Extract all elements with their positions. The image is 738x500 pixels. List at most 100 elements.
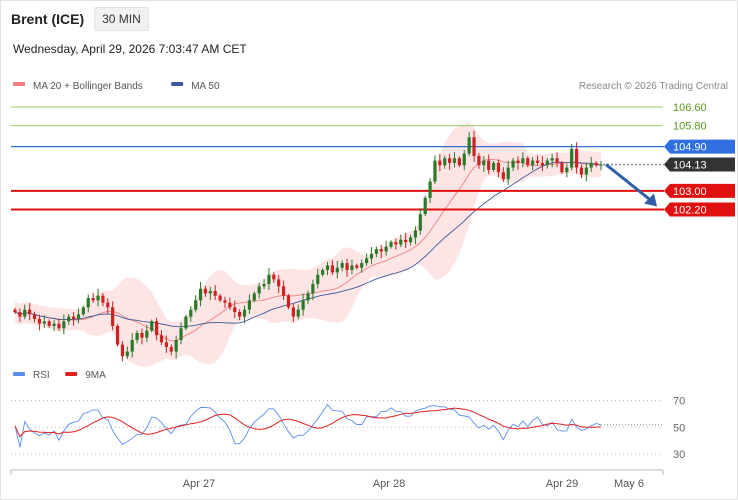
- candle-body: [496, 162, 501, 173]
- candle-body: [184, 316, 188, 329]
- candle-body: [238, 312, 242, 317]
- candle-body: [67, 316, 71, 322]
- candle-body: [399, 239, 403, 245]
- candle-body: [76, 314, 81, 319]
- candle-body: [540, 162, 544, 166]
- x-tick-label: Apr 28: [373, 478, 405, 490]
- candle-body: [150, 321, 154, 331]
- candle-body: [233, 307, 237, 312]
- candle-body: [316, 274, 320, 285]
- timeframe-selector[interactable]: 30 MIN: [94, 7, 149, 31]
- rsi-tick-label: 70: [673, 396, 685, 408]
- x-tick-label: May 6: [614, 478, 644, 490]
- candle-body: [423, 197, 427, 215]
- bollinger-band: [15, 121, 601, 368]
- copyright-text: Research © 2026 Trading Central: [579, 81, 728, 92]
- candle-body: [291, 307, 295, 317]
- chart-header: Brent (ICE) 30 MIN: [1, 1, 737, 37]
- candle-body: [379, 249, 383, 252]
- candle-body: [535, 160, 540, 163]
- pivot-label: 104.90: [673, 142, 707, 154]
- candle-body: [345, 263, 349, 271]
- candle-body: [86, 298, 90, 308]
- candle-body: [482, 160, 486, 166]
- candle-body: [281, 286, 286, 296]
- candle-body: [194, 300, 198, 310]
- candle-body: [306, 293, 310, 301]
- candle-body: [408, 237, 413, 243]
- candle-body: [452, 158, 457, 163]
- candle-body: [418, 214, 422, 231]
- timestamp: Wednesday, April 29, 2026 7:03:47 AM CET: [13, 42, 247, 56]
- candle-body: [111, 307, 115, 326]
- candle-body: [501, 172, 505, 180]
- candle-body: [443, 158, 447, 166]
- candle-body: [213, 291, 217, 296]
- candle-body: [394, 242, 398, 245]
- candle-body: [47, 321, 51, 326]
- candle-body: [560, 162, 564, 173]
- candle-body: [365, 258, 369, 264]
- candle-body: [374, 249, 378, 254]
- candle-body: [257, 286, 261, 294]
- current-price-label: 104.13: [673, 160, 707, 172]
- candle-body: [81, 307, 85, 315]
- candle-body: [52, 323, 56, 326]
- instrument-title: Brent (ICE): [11, 11, 85, 27]
- candle-body: [599, 164, 603, 166]
- candle-body: [96, 295, 100, 301]
- candle-body: [340, 263, 344, 268]
- candle-body: [91, 298, 95, 301]
- candle-body: [589, 162, 593, 168]
- candle-body: [545, 160, 549, 166]
- candle-body: [130, 339, 134, 352]
- x-tick-label: Apr 29: [546, 478, 578, 490]
- candle-body: [247, 300, 251, 310]
- candle-body: [526, 158, 530, 166]
- candle-body: [267, 274, 271, 285]
- candle-body: [135, 332, 139, 340]
- candle-body: [301, 300, 305, 310]
- candle-body: [125, 351, 129, 357]
- candle-body: [23, 309, 27, 317]
- rsi-legend-swatch: [65, 372, 78, 376]
- candle-body: [277, 279, 281, 287]
- rsi-legend-label: 9MA: [85, 370, 106, 381]
- candle-body: [467, 137, 471, 154]
- candle-body: [296, 309, 300, 317]
- forecast-arrow-shaft: [605, 163, 652, 202]
- candle-body: [438, 160, 442, 166]
- candle-body: [272, 274, 276, 280]
- candle-body: [570, 148, 574, 168]
- candle-body: [13, 309, 17, 312]
- support-label: 102.20: [673, 205, 707, 217]
- candle-body: [145, 330, 149, 338]
- candle-body: [506, 167, 510, 180]
- candle-body: [350, 265, 354, 271]
- candle-body: [42, 321, 46, 324]
- rsi-legend-swatch: [13, 372, 25, 376]
- candle-body: [462, 153, 466, 166]
- candle-body: [389, 242, 393, 247]
- candle-body: [511, 160, 515, 168]
- candle-body: [37, 318, 42, 324]
- candle-body: [321, 270, 325, 275]
- candle-body: [574, 148, 579, 168]
- legend-label: MA 20 + Bollinger Bands: [33, 81, 143, 92]
- candle-body: [179, 328, 183, 340]
- rsi-legend-label: RSI: [33, 370, 50, 381]
- candle-body: [335, 267, 339, 273]
- rsi-ma-line: [14, 407, 602, 438]
- candle-body: [594, 162, 598, 166]
- candle-body: [579, 167, 584, 175]
- candle-body: [155, 321, 159, 336]
- candle-body: [228, 302, 232, 308]
- candle-body: [140, 332, 144, 338]
- target-label: 105.80: [673, 121, 707, 133]
- support-tag: [664, 183, 735, 198]
- legend-label: MA 50: [191, 81, 220, 92]
- candle-body: [218, 295, 222, 301]
- candle-body: [472, 137, 476, 156]
- candle-body: [198, 288, 203, 301]
